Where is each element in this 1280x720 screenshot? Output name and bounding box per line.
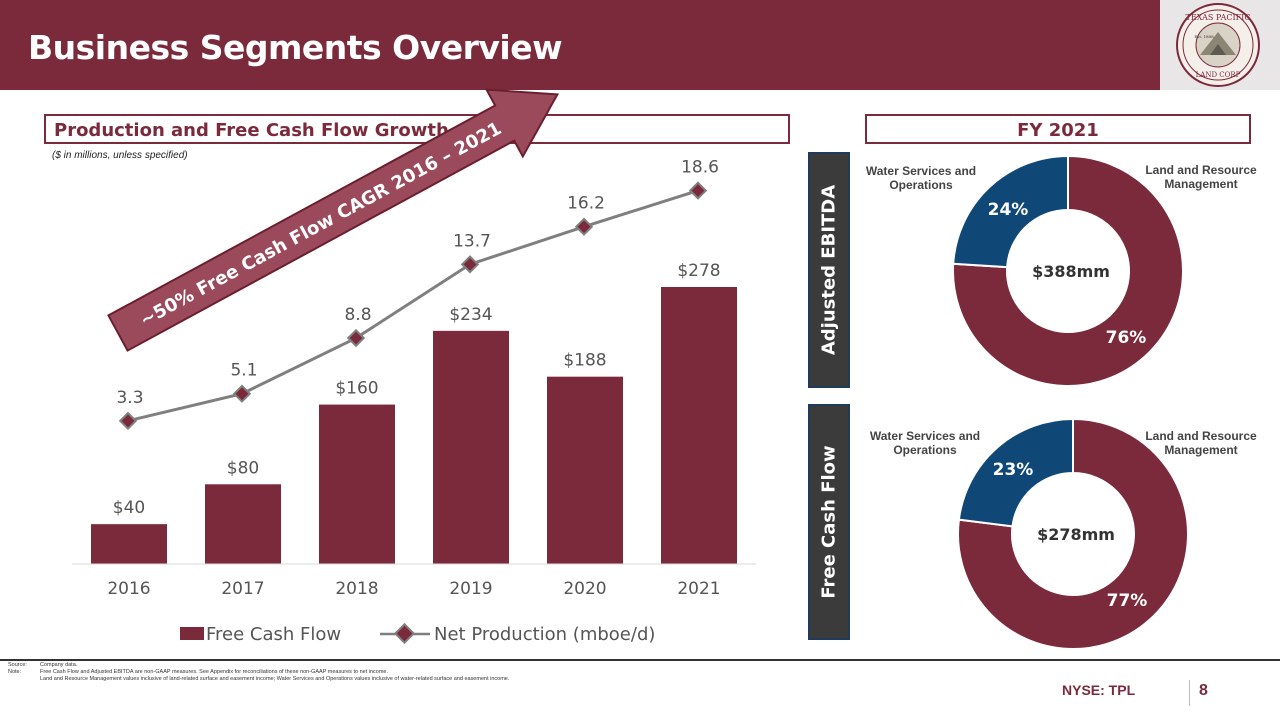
source-label: Source: bbox=[8, 662, 27, 668]
left-panel-title: Production and Free Cash Flow Growth bbox=[54, 120, 449, 141]
fcf-land-label-1: Land and Resource bbox=[1145, 429, 1257, 443]
legend-fcf-label: Free Cash Flow bbox=[206, 624, 341, 645]
fcf-slice-land bbox=[957, 417, 1189, 650]
fcf-center-total: $278mm bbox=[1037, 525, 1115, 544]
footnotes: Source: Company data. Note: Free Cash Flow… bbox=[8, 662, 509, 683]
production-line bbox=[127, 189, 699, 423]
ebitda-side-label: Adjusted EBITDA bbox=[808, 152, 850, 388]
fcf-pct-land: 77% bbox=[1107, 591, 1148, 611]
ebitda-slice-water bbox=[952, 154, 1069, 269]
ebitda-water-label-2: Operations bbox=[889, 178, 953, 192]
ticker-symbol: NYSE: TPL bbox=[1062, 682, 1136, 698]
fcf-water-label-2: Operations bbox=[893, 443, 957, 457]
production-marker-2016 bbox=[118, 411, 138, 431]
fcf-bar-2019 bbox=[433, 330, 509, 564]
x-tick-2018: 2018 bbox=[335, 579, 378, 599]
fcf-water-label: Water Services and Operations bbox=[852, 429, 998, 457]
ebitda-land-label-1: Land and Resource bbox=[1145, 163, 1257, 177]
ebitda-side-label-text: Adjusted EBITDA bbox=[818, 184, 840, 356]
x-tick-2016: 2016 bbox=[107, 579, 150, 599]
company-seal-icon: TEXAS PACIFIC LAND CORP Est. 1888 bbox=[1176, 3, 1260, 87]
fcf-bar-2021 bbox=[661, 287, 737, 564]
x-tick-2017: 2017 bbox=[221, 579, 264, 599]
ebitda-water-label: Water Services and Operations bbox=[848, 164, 994, 192]
note-text-2: Land and Resource Management values incl… bbox=[40, 676, 510, 682]
fcf-bar-2018 bbox=[319, 404, 395, 564]
production-marker-2021 bbox=[688, 181, 708, 200]
left-panel-title-box: Production and Free Cash Flow Growth bbox=[44, 114, 790, 144]
fcf-bar-label-2021: $278 bbox=[677, 261, 720, 281]
production-marker-2018 bbox=[346, 328, 366, 348]
fcf-side-label: Free Cash Flow bbox=[808, 404, 850, 640]
cagr-arrow: ~50% Free Cash Flow CAGR 2016 – 2021 bbox=[107, 88, 560, 352]
company-logo: TEXAS PACIFIC LAND CORP Est. 1888 bbox=[1160, 0, 1280, 90]
ebitda-center-total: $388mm bbox=[1032, 262, 1110, 281]
production-marker-2017 bbox=[232, 384, 252, 403]
fcf-side-label-text: Free Cash Flow bbox=[818, 445, 840, 599]
fcf-bar-label-2019: $234 bbox=[449, 305, 492, 325]
production-marker-2020 bbox=[574, 217, 594, 236]
x-tick-2020: 2020 bbox=[563, 579, 606, 599]
ebitda-land-label: Land and Resource Management bbox=[1130, 163, 1272, 191]
fcf-pct-water: 23% bbox=[993, 460, 1034, 480]
page-title: Business Segments Overview bbox=[28, 28, 563, 67]
fcf-land-label: Land and Resource Management bbox=[1130, 429, 1272, 457]
legend-production-label: Net Production (mboe/d) bbox=[434, 624, 655, 645]
legend-production-marker bbox=[393, 622, 416, 645]
fcf-bar-label-2016: $40 bbox=[113, 498, 145, 518]
ebitda-land-label-2: Management bbox=[1164, 177, 1238, 191]
logo-est: Est. 1888 bbox=[1194, 34, 1214, 39]
ebitda-pct-land: 76% bbox=[1106, 328, 1147, 348]
fcf-bar-label-2017: $80 bbox=[227, 458, 259, 478]
right-panel-title-box: FY 2021 bbox=[865, 114, 1251, 144]
note-label: Note: bbox=[8, 669, 22, 675]
ebitda-pct-water: 24% bbox=[988, 200, 1029, 220]
production-label-2020: 16.2 bbox=[567, 194, 605, 214]
footer-divider bbox=[0, 659, 1280, 661]
units-note: ($ in millions, unless specified) bbox=[52, 150, 188, 161]
production-label-2016: 3.3 bbox=[116, 388, 143, 408]
fcf-bar-label-2018: $160 bbox=[335, 379, 378, 399]
ebitda-water-label-1: Water Services and bbox=[865, 164, 977, 178]
fcf-bar-2016 bbox=[91, 524, 167, 564]
page-number: 8 bbox=[1199, 682, 1208, 699]
fcf-bar-2020 bbox=[547, 376, 623, 564]
production-fcf-chart: $40 $80 $160 $234 $188 $278 3.3 5.1 8.8 13.7 16.2… bbox=[72, 88, 756, 645]
x-tick-2021: 2021 bbox=[677, 579, 720, 599]
footer-vertical-divider bbox=[1189, 680, 1190, 706]
ebitda-slice-land bbox=[952, 154, 1184, 387]
production-label-2017: 5.1 bbox=[230, 361, 257, 381]
fcf-water-label-1: Water Services and bbox=[869, 429, 981, 443]
logo-text-bottom: LAND CORP bbox=[1196, 71, 1241, 79]
legend-fcf-swatch bbox=[180, 627, 204, 640]
ebitda-donut-chart: 76% 24% $388mm bbox=[952, 154, 1184, 387]
source-text: Company data. bbox=[40, 662, 78, 668]
note-text-1: Free Cash Flow and Adjusted EBITDA are n… bbox=[40, 669, 389, 675]
fcf-bar-label-2020: $188 bbox=[563, 351, 606, 371]
production-label-2021: 18.6 bbox=[681, 158, 719, 178]
right-panel-title: FY 2021 bbox=[1017, 120, 1099, 141]
fcf-land-label-2: Management bbox=[1164, 443, 1238, 457]
production-marker-2019 bbox=[460, 255, 480, 274]
fcf-donut-chart: 77% 23% $278mm bbox=[957, 417, 1189, 650]
production-label-2019: 13.7 bbox=[453, 231, 491, 251]
fcf-slice-water bbox=[957, 417, 1074, 528]
production-label-2018: 8.8 bbox=[344, 305, 371, 325]
header-bar: Business Segments Overview bbox=[0, 0, 1160, 90]
logo-text-top: TEXAS PACIFIC bbox=[1186, 13, 1251, 22]
fcf-bar-2017 bbox=[205, 484, 281, 564]
x-tick-2019: 2019 bbox=[449, 579, 492, 599]
cagr-arrow-text: ~50% Free Cash Flow CAGR 2016 – 2021 bbox=[137, 118, 505, 331]
